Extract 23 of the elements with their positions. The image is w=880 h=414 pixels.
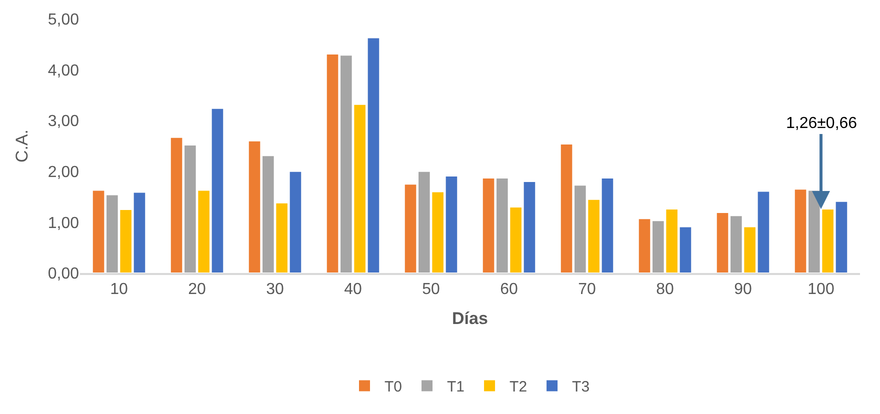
- y-tick-label: 4,00: [48, 62, 80, 80]
- x-axis-title: Días: [452, 308, 488, 328]
- x-tick-label: 20: [188, 280, 206, 298]
- x-tick-label: 50: [422, 280, 440, 298]
- legend-label: T1: [447, 378, 465, 396]
- legend-label: T2: [510, 378, 528, 396]
- x-tick-label: 80: [656, 280, 674, 298]
- y-axis-title: C.A.: [12, 129, 32, 163]
- legend-label: T3: [572, 378, 590, 396]
- y-tick-label: 1,00: [48, 214, 80, 232]
- annotation: 1,26±0,66: [786, 115, 858, 132]
- x-tick-label: 90: [734, 280, 752, 298]
- y-tick-label: 3,00: [48, 113, 80, 130]
- x-tick-label: 100: [808, 280, 834, 298]
- x-tick-label: 30: [266, 280, 284, 298]
- y-tick-label: 2,00: [48, 164, 80, 181]
- y-tick-label: 5,00: [48, 12, 80, 29]
- x-tick-label: 40: [344, 280, 362, 298]
- y-tick-label: 0,00: [48, 266, 80, 283]
- legend-label: T0: [384, 378, 402, 396]
- x-tick-label: 10: [110, 280, 128, 298]
- x-tick-label: 70: [578, 280, 596, 298]
- x-tick-label: 60: [500, 280, 518, 298]
